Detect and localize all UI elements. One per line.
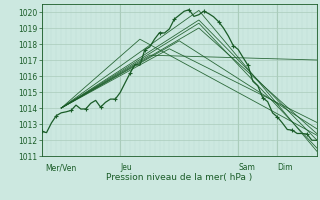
Text: Sam: Sam bbox=[238, 163, 255, 172]
Text: Jeu: Jeu bbox=[120, 163, 132, 172]
Text: Dim: Dim bbox=[277, 163, 293, 172]
Text: Mer/Ven: Mer/Ven bbox=[45, 163, 76, 172]
X-axis label: Pression niveau de la mer( hPa ): Pression niveau de la mer( hPa ) bbox=[106, 173, 252, 182]
